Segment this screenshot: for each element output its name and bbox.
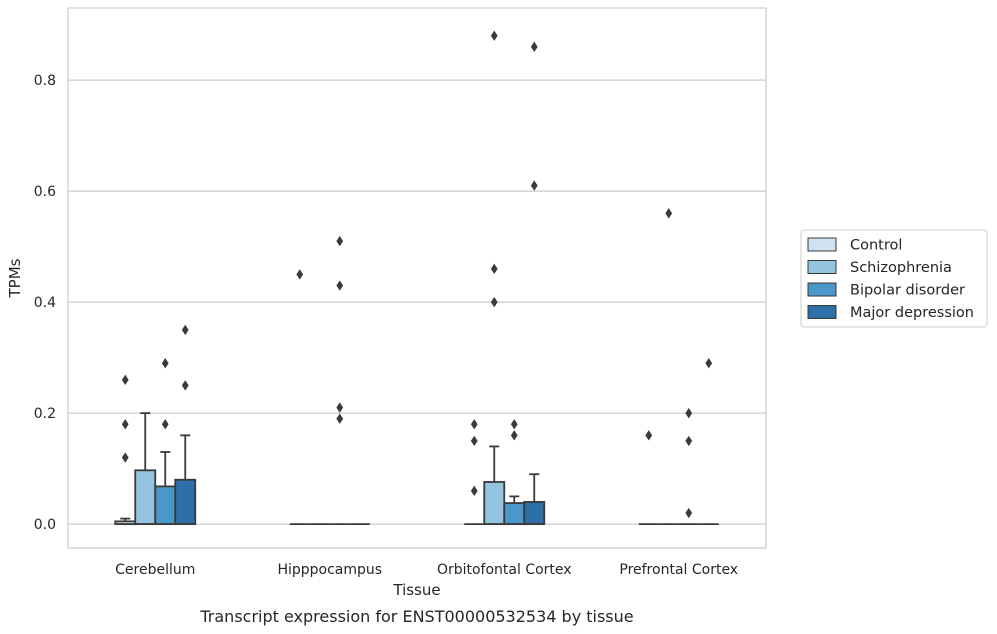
outlier-point <box>685 407 693 419</box>
box-plot-marks <box>114 30 719 526</box>
outlier-point <box>685 435 693 447</box>
outlier-point <box>121 374 129 386</box>
legend-swatch <box>807 282 837 297</box>
box-control <box>638 430 659 526</box>
outlier-point <box>296 269 304 280</box>
x-tick-label: Hipppocampus <box>277 562 382 578</box>
outlier-point <box>121 452 129 463</box>
outlier-point <box>470 435 478 447</box>
outlier-point <box>121 419 129 430</box>
outlier-point <box>490 296 498 308</box>
outlier-point <box>685 507 693 519</box>
box-major-depression <box>523 41 546 526</box>
legend-label: Control <box>850 238 902 254</box>
box-schizophrenia <box>483 30 506 526</box>
y-tick-label: 0.0 <box>34 517 56 533</box>
x-axis-ticks: Cerebellum Hipppocampus Orbitofontal Corte… <box>115 562 738 578</box>
legend-swatch <box>807 260 837 274</box>
y-tick-label: 0.4 <box>34 295 56 311</box>
outlier-point <box>705 358 713 369</box>
legend-item: Control <box>807 237 902 254</box>
legend-frame <box>800 229 988 328</box>
outlier-point <box>490 30 498 41</box>
outlier-point <box>490 263 498 275</box>
legend-label: Major depression <box>850 305 974 321</box>
legend-item: Bipolar disorder <box>807 282 965 299</box>
outlier-point <box>470 485 478 497</box>
y-tick-label: 0.2 <box>34 406 56 422</box>
box-major-depression <box>174 324 197 526</box>
box-control <box>114 374 137 526</box>
outlier-point <box>530 41 538 53</box>
outlier-point <box>510 430 518 441</box>
legend: Control Schizophrenia Bipolar disorder Majo… <box>800 229 988 328</box>
outlier-point <box>336 413 344 424</box>
plot-frame <box>67 7 767 549</box>
box-bipolar-disorder <box>678 407 699 526</box>
box-bipolar-disorder <box>503 419 526 526</box>
box-iqr <box>483 481 506 526</box>
outlier-point <box>645 430 653 441</box>
box-iqr <box>154 485 177 526</box>
legend-item: Schizophrenia <box>807 260 952 276</box>
outlier-point <box>470 419 478 430</box>
outlier-point <box>161 419 169 430</box>
y-axis-label: TPMs <box>6 258 24 298</box>
box-control <box>289 269 310 526</box>
box-control <box>464 419 485 526</box>
outlier-point <box>530 180 538 191</box>
legend-item: Major depression <box>807 305 974 321</box>
x-axis-label: Tissue <box>392 581 440 599</box>
outlier-point <box>336 235 344 247</box>
box-iqr <box>523 501 546 526</box>
outlier-point <box>336 402 344 413</box>
box-iqr <box>503 502 526 526</box>
x-tick-label: Cerebellum <box>115 562 195 578</box>
outlier-point <box>510 419 518 430</box>
outlier-point <box>181 380 189 391</box>
y-tick-label: 0.8 <box>34 73 56 89</box>
box-iqr <box>134 469 157 526</box>
figure-caption: Transcript expression for ENST0000053253… <box>199 607 633 626</box>
plot-area <box>68 8 766 548</box>
y-tick-label: 0.6 <box>34 184 56 200</box>
box-schizophrenia <box>134 412 157 526</box>
outlier-point <box>181 324 189 336</box>
legend-label: Bipolar disorder <box>850 283 965 299</box>
legend-swatch <box>807 237 837 252</box>
legend-swatch <box>807 305 837 319</box>
box-iqr <box>174 478 197 526</box>
outlier-point <box>161 358 169 369</box>
box-bipolar-disorder <box>329 235 350 526</box>
x-tick-label: Orbitofontal Cortex <box>437 562 572 578</box>
legend-label: Schizophrenia <box>850 260 952 276</box>
x-tick-label: Prefrontal Cortex <box>619 562 738 578</box>
box-major-depression <box>698 358 719 526</box>
outlier-point <box>665 208 673 219</box>
box-schizophrenia <box>658 208 679 526</box>
y-axis-ticks: 0.0 0.2 0.4 0.6 0.8 <box>34 73 56 533</box>
outlier-point <box>336 280 344 291</box>
